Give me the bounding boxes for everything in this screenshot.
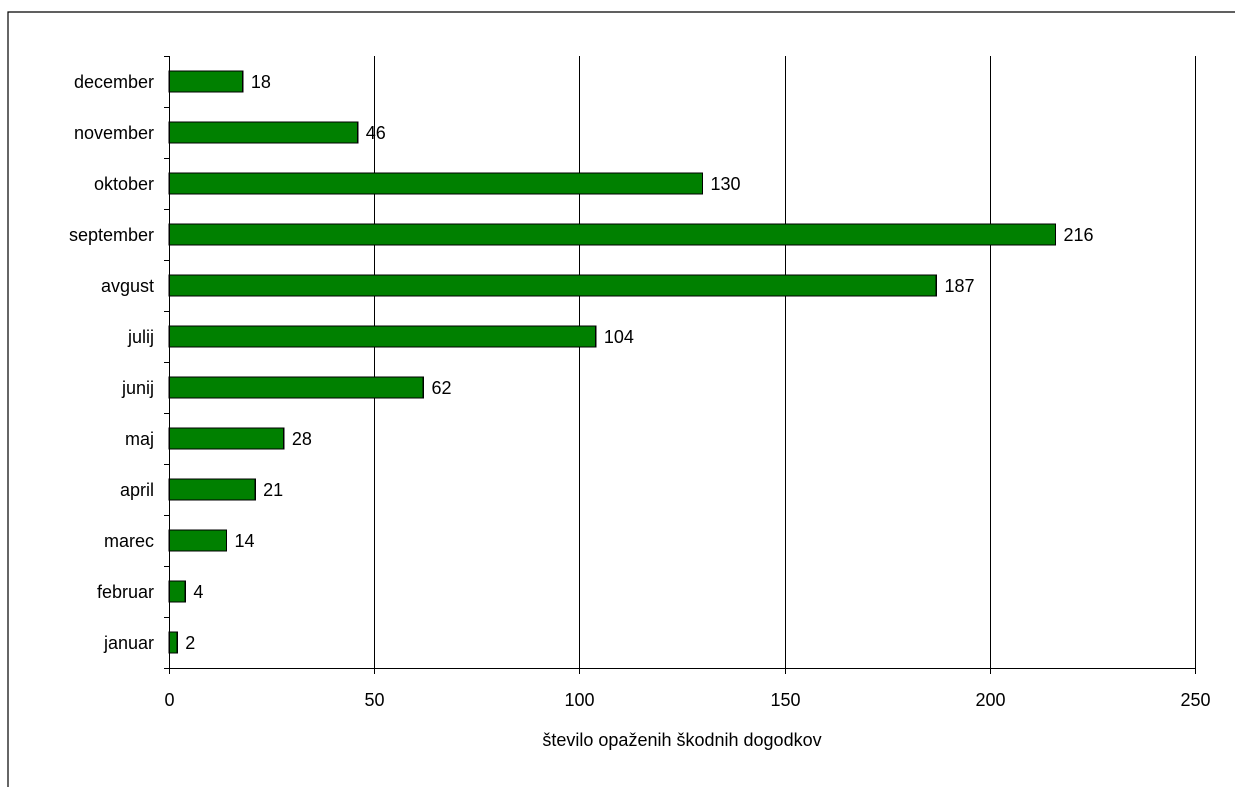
x-tick-label-150: 150 xyxy=(770,690,800,710)
data-label-oktober: 130 xyxy=(711,174,741,194)
data-label-marec: 14 xyxy=(234,531,254,551)
category-label-marec: marec xyxy=(104,531,154,551)
x-tick-label-200: 200 xyxy=(975,690,1005,710)
bar-april xyxy=(168,478,256,501)
category-label-junij: junij xyxy=(121,378,154,398)
x-axis-title: število opaženih škodnih dogodkov xyxy=(542,730,821,750)
data-label-julij: 104 xyxy=(604,327,634,347)
category-label-maj: maj xyxy=(125,429,154,449)
chart-border xyxy=(7,11,1235,787)
axes xyxy=(164,56,1196,674)
category-label-julij: julij xyxy=(127,327,154,347)
data-label-junij: 62 xyxy=(431,378,451,398)
bar-junij xyxy=(168,376,425,399)
bar-marec xyxy=(168,529,228,552)
data-label-maj: 28 xyxy=(292,429,312,449)
category-label-september: september xyxy=(69,225,154,245)
gridlines xyxy=(374,56,1196,668)
bar-september xyxy=(168,223,1057,246)
bar-november xyxy=(168,121,359,144)
data-label-september: 216 xyxy=(1063,225,1093,245)
x-tick-labels: 0 50 100 150 200 250 xyxy=(164,690,1210,710)
bar-februar xyxy=(168,580,187,603)
x-tick-label-50: 50 xyxy=(364,690,384,710)
x-tick-label-100: 100 xyxy=(564,690,594,710)
bar-julij xyxy=(168,325,597,348)
category-labels: december november oktober september avgust ju… xyxy=(69,72,154,653)
data-label-februar: 4 xyxy=(193,582,203,602)
category-label-avgust: avgust xyxy=(101,276,154,296)
data-label-avgust: 187 xyxy=(944,276,974,296)
data-labels: 18 46 130 216 187 104 62 28 21 14 4 2 xyxy=(185,72,1093,653)
data-label-november: 46 xyxy=(366,123,386,143)
x-tick-label-250: 250 xyxy=(1180,690,1210,710)
category-label-februar: februar xyxy=(97,582,154,602)
category-label-oktober: oktober xyxy=(94,174,154,194)
data-label-december: 18 xyxy=(251,72,271,92)
bar-januar xyxy=(168,631,178,654)
bars xyxy=(168,70,1057,654)
bar-december xyxy=(168,70,244,93)
bar-maj xyxy=(168,427,285,450)
data-label-april: 21 xyxy=(263,480,283,500)
data-label-januar: 2 xyxy=(185,633,195,653)
bar-avgust xyxy=(168,274,938,297)
category-label-november: november xyxy=(74,123,154,143)
bar-oktober xyxy=(168,172,704,195)
x-tick-label-0: 0 xyxy=(164,690,174,710)
category-label-januar: januar xyxy=(103,633,154,653)
category-label-december: december xyxy=(74,72,154,92)
category-label-april: april xyxy=(120,480,154,500)
